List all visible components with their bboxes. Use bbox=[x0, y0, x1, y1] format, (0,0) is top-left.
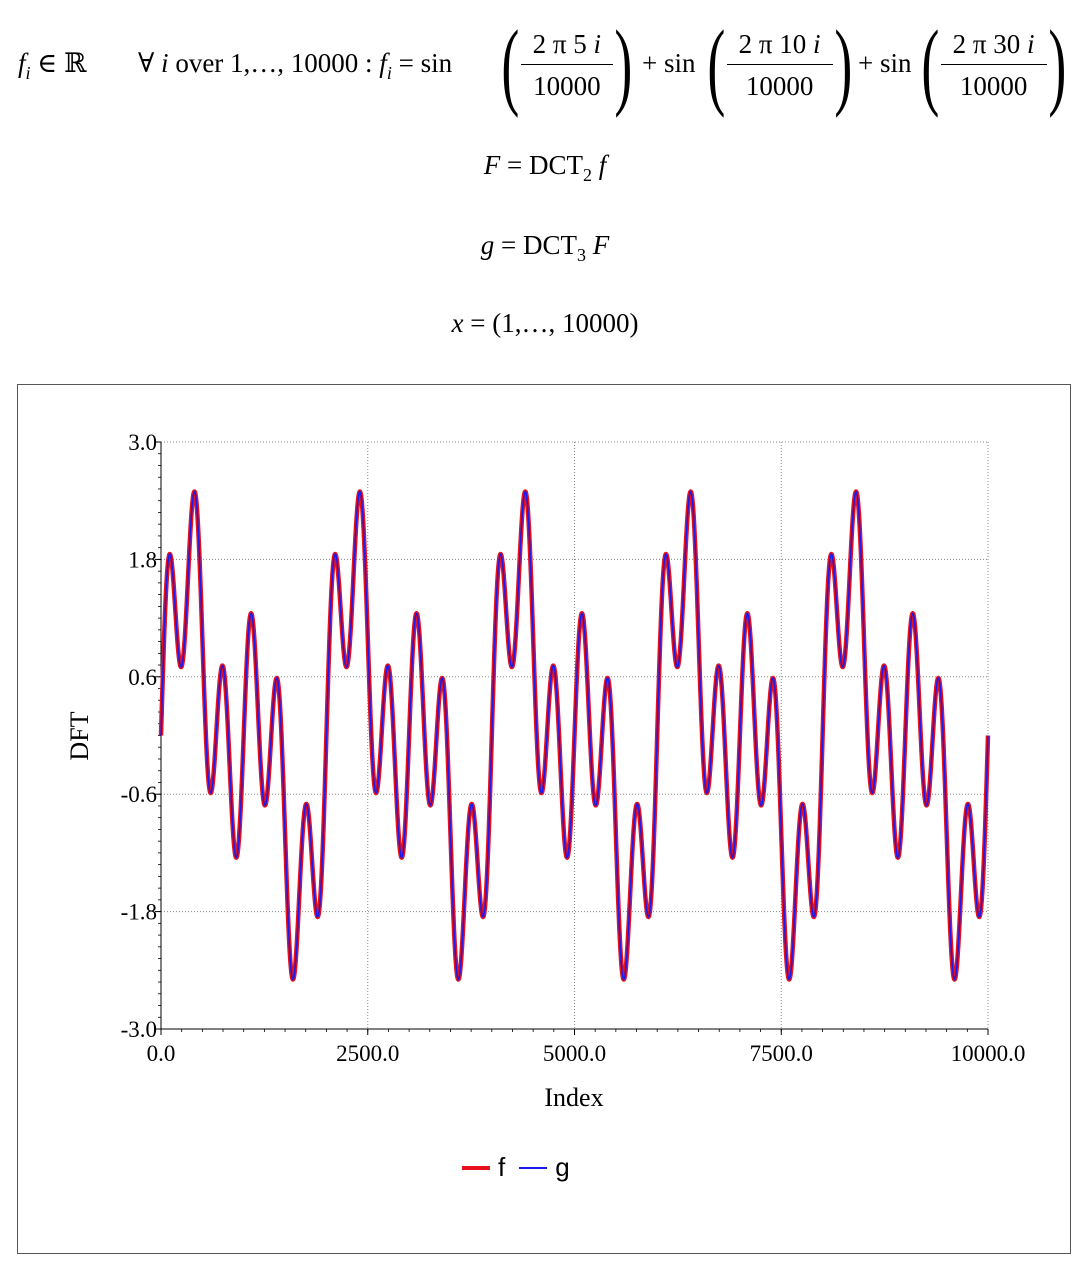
legend-swatch-g bbox=[519, 1166, 548, 1169]
legend: f g bbox=[462, 1152, 584, 1183]
equation-quantifier: ∀ i over 1,…, 10000 : fi = sin bbox=[138, 48, 453, 83]
legend-label-g: g bbox=[555, 1152, 570, 1182]
equation-term-2: (2 π 10 i 10000) bbox=[707, 11, 852, 119]
plot-frame bbox=[17, 384, 1071, 1254]
legend-item-f: f bbox=[462, 1152, 505, 1183]
equation-lhs: fi ∈ ℝ bbox=[18, 48, 87, 83]
legend-swatch-f bbox=[462, 1165, 490, 1170]
equation-x-range: x = (1,…, 10000) bbox=[451, 308, 639, 338]
legend-item-g: g bbox=[519, 1152, 570, 1183]
equation-term-3: (2 π 30 i 10000) bbox=[921, 11, 1066, 119]
equation-term-1: (2 π 5 i 10000) bbox=[501, 11, 633, 119]
equation-dct3: g = DCT3 F bbox=[480, 230, 610, 265]
equation-plus-2: + sin bbox=[858, 48, 912, 78]
equation-dct2: F = DCT2 f bbox=[483, 150, 607, 185]
equation-plus-1: + sin bbox=[642, 48, 696, 78]
legend-label-f: f bbox=[498, 1152, 506, 1182]
